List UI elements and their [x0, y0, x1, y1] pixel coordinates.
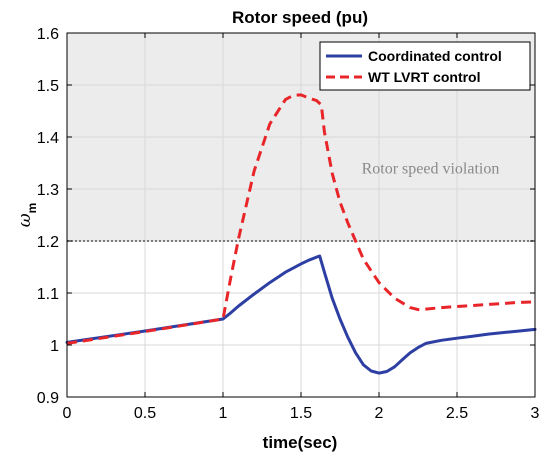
y-tick-label: 1.6	[37, 26, 59, 43]
y-tick-label: 1.5	[37, 78, 59, 95]
x-axis-label: time(sec)	[263, 433, 338, 452]
x-tick-label: 0.5	[134, 405, 156, 422]
violation-annotation: Rotor speed violation	[362, 160, 500, 177]
x-tick-label: 2	[375, 405, 384, 422]
y-tick-label: 1.2	[37, 234, 59, 251]
svg-text:ωm: ωm	[15, 203, 39, 228]
chart-title: Rotor speed (pu)	[232, 8, 368, 27]
series-line-0	[65, 254, 537, 375]
y-tick-label: 1.3	[37, 182, 59, 199]
y-tick-label: 1.1	[37, 286, 59, 303]
x-tick-label: 0	[63, 405, 72, 422]
y-tick-label: 0.9	[37, 390, 59, 407]
y-tick-label: 1	[50, 338, 59, 355]
x-tick-label: 3	[531, 405, 540, 422]
y-tick-label: 1.4	[37, 130, 59, 147]
legend-label-1: WT LVRT control	[368, 69, 481, 85]
legend: Coordinated control WT LVRT control	[319, 41, 531, 91]
x-tick-label: 1.5	[290, 405, 312, 422]
legend-box	[319, 41, 531, 91]
y-axis-label: ωm	[15, 203, 39, 228]
x-tick-label: 1	[219, 405, 228, 422]
series-line-1	[66, 93, 536, 345]
legend-label-0: Coordinated control	[368, 48, 502, 64]
x-tick-label: 2.5	[446, 405, 468, 422]
y-axis-label-subscript: m	[25, 203, 39, 214]
y-axis-label-symbol: ω	[15, 213, 35, 227]
